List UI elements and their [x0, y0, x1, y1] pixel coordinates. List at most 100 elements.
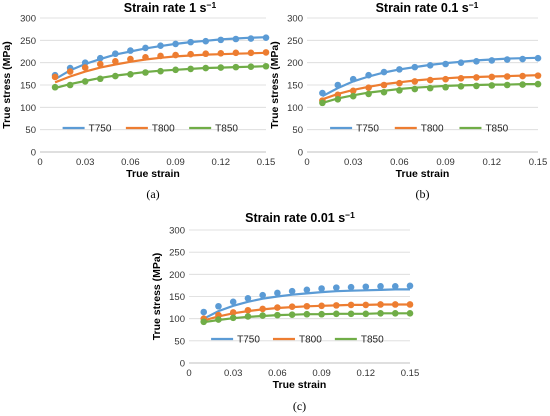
y-tick-label: 200: [287, 58, 303, 69]
x-axis-label: True strain: [126, 168, 180, 180]
data-point-t800: [112, 58, 119, 65]
data-point-t850: [349, 92, 357, 100]
data-point-t750: [391, 283, 399, 290]
y-tick-label: 100: [287, 103, 303, 114]
data-point-t850: [473, 82, 480, 90]
chart-title-main: Strain rate 0.1 s: [376, 1, 469, 15]
data-point-t800: [96, 60, 104, 68]
data-point-t750: [247, 35, 255, 42]
data-point-t800: [333, 302, 340, 309]
y-tick-label: 0: [298, 148, 303, 159]
y-tick-label: 0: [31, 148, 36, 159]
data-point-t850: [112, 72, 119, 80]
panel-caption: (c): [293, 399, 306, 413]
x-tick-label: 0.15: [257, 157, 276, 168]
x-tick-label: 0.09: [312, 368, 331, 379]
data-point-t850: [380, 88, 388, 96]
data-point-t750: [244, 294, 252, 302]
data-point-t750: [288, 287, 296, 295]
y-tick-label: 150: [169, 292, 185, 303]
data-point-t750: [96, 54, 104, 62]
chart-title-exponent: −1: [469, 0, 479, 10]
data-point-t800: [426, 76, 434, 84]
data-point-t850: [259, 312, 266, 319]
data-point-t750: [112, 50, 119, 58]
data-point-t750: [488, 57, 496, 64]
x-tick-label: 0: [304, 157, 309, 168]
data-point-t800: [391, 301, 399, 308]
data-point-t850: [334, 95, 342, 103]
data-point-t850: [215, 316, 222, 323]
data-point-t800: [142, 54, 149, 61]
data-point-t850: [274, 311, 281, 319]
y-tick-label: 250: [20, 36, 36, 47]
legend-label-t800: T800: [299, 335, 322, 346]
data-point-t850: [303, 310, 311, 318]
data-point-t750: [365, 71, 372, 79]
y-tick-label: 150: [20, 81, 36, 92]
x-tick-label: 0.06: [390, 157, 409, 168]
data-point-t750: [377, 283, 384, 290]
data-point-t850: [333, 310, 340, 318]
y-tick-label: 100: [20, 103, 36, 114]
data-point-t850: [51, 83, 59, 91]
data-point-t750: [334, 81, 342, 89]
y-tick-label: 0: [180, 359, 185, 370]
x-tick-label: 0.12: [483, 157, 502, 168]
data-point-t800: [127, 55, 134, 63]
data-point-t750: [229, 298, 237, 306]
x-tick-label: 0.15: [529, 157, 548, 168]
data-point-t750: [303, 286, 311, 294]
data-point-t750: [200, 308, 208, 316]
panel-caption: (b): [416, 187, 430, 201]
data-point-t850: [247, 63, 255, 70]
data-point-t800: [347, 301, 355, 309]
data-point-t800: [377, 301, 384, 308]
y-tick-label: 300: [20, 14, 36, 25]
data-point-t850: [142, 69, 149, 76]
data-point-t800: [157, 52, 164, 60]
data-point-t750: [362, 283, 370, 291]
x-axis-label: True strain: [396, 168, 450, 180]
y-tick-label: 50: [292, 125, 303, 136]
data-point-t850: [172, 66, 179, 74]
data-point-t800: [318, 302, 325, 310]
y-axis-label: True stress (MPa): [151, 253, 163, 341]
chart-panel: Strain rate 1 s−1 0 50 100 150 200 250 300 0 0.03…: [1, 0, 275, 201]
data-point-t850: [318, 310, 325, 318]
x-tick-label: 0.12: [357, 368, 376, 379]
y-tick-label: 200: [20, 58, 36, 69]
data-point-t800: [229, 309, 237, 316]
data-point-t750: [473, 58, 480, 65]
data-point-t750: [81, 59, 89, 66]
data-point-t800: [232, 49, 240, 57]
data-point-t800: [442, 75, 449, 83]
data-point-t750: [406, 282, 414, 290]
y-tick-label: 150: [287, 81, 303, 92]
data-point-t750: [259, 291, 266, 299]
data-point-t800: [259, 305, 266, 313]
legend-label-t850: T850: [215, 124, 238, 135]
data-point-t800: [396, 79, 403, 87]
data-point-t750: [215, 302, 222, 310]
data-point-t800: [365, 84, 372, 91]
data-point-t850: [244, 313, 252, 320]
data-point-t800: [66, 68, 74, 75]
legend-label-t800: T800: [421, 124, 444, 135]
data-point-t750: [396, 66, 403, 73]
data-point-t850: [319, 99, 326, 107]
data-point-t850: [232, 63, 240, 71]
y-tick-label: 50: [25, 125, 36, 136]
data-point-t850: [406, 310, 414, 317]
data-point-t800: [288, 303, 296, 310]
data-point-t850: [365, 90, 372, 98]
x-axis-label: True strain: [273, 379, 327, 391]
data-point-t750: [426, 62, 434, 69]
data-point-t750: [519, 55, 526, 63]
x-tick-label: 0.06: [268, 368, 287, 379]
data-point-t800: [534, 72, 542, 79]
chart-title-main: Strain rate 1 s: [124, 1, 207, 15]
data-point-t850: [396, 87, 403, 94]
data-point-t750: [157, 42, 164, 49]
chart-title: Strain rate 0.1 s−1: [376, 0, 479, 15]
